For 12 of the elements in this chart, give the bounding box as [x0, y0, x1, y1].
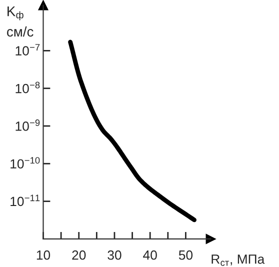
x-tick-label: 30 [108, 250, 122, 260]
y-tick-label: 10$^{−7}$ [16, 44, 40, 56]
x-axis-title: R$_{ст}$, МПа [212, 254, 265, 266]
x-tick-label: 20 [72, 250, 86, 260]
x-tick-label: 40 [143, 250, 157, 260]
y-tick-label: 10$^{−8}$ [16, 82, 40, 94]
y-tick-label: 10$^{−10}$ [10, 157, 40, 169]
y-axis-title: K$_{ф}$ см/с [7, 6, 34, 37]
y-tick-label: 10$^{−11}$ [10, 194, 40, 206]
x-tick-label: 50 [178, 250, 193, 260]
y-tick-label: 10$^{−9}$ [16, 119, 40, 131]
x-tick-label: 10 [36, 250, 50, 260]
